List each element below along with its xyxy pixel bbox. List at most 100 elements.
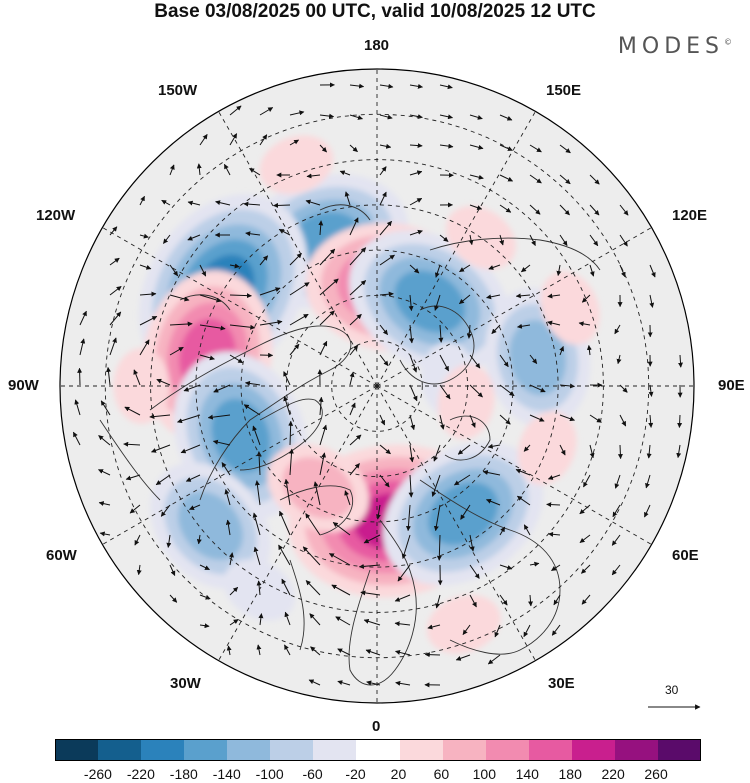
- wind-vector: [160, 504, 171, 517]
- wind-vector: [523, 444, 531, 452]
- wind-vector: [349, 371, 355, 386]
- wind-vector: [439, 143, 454, 149]
- wind-vector: [366, 680, 381, 686]
- wind-vector: [589, 204, 600, 216]
- wind-vector: [379, 444, 391, 455]
- wind-vector: [559, 174, 571, 185]
- wind-vector: [166, 534, 172, 548]
- wind-vector: [611, 564, 621, 576]
- wind-vector: [619, 204, 629, 216]
- wind-vector: [229, 586, 239, 596]
- wind-vector: [136, 564, 142, 576]
- wind-vector: [349, 402, 356, 416]
- wind-vector: [499, 526, 506, 536]
- wind-vector: [207, 414, 231, 420]
- wind-vector: [259, 134, 268, 146]
- wind-vector: [409, 354, 418, 373]
- wind-vector: [243, 404, 261, 416]
- wind-vector: [581, 294, 591, 303]
- lon-label-120e: 120E: [672, 207, 708, 224]
- wind-vector: [313, 481, 321, 506]
- lon-label-60w: 60W: [46, 547, 77, 564]
- wind-vector: [494, 624, 501, 638]
- wind-vector: [256, 451, 262, 476]
- wind-vector: [245, 231, 261, 237]
- wind-vector: [433, 444, 441, 462]
- wind-vector: [379, 220, 392, 236]
- wind-vector: [308, 679, 321, 686]
- wind-vector: [319, 248, 336, 266]
- wind-vector: [245, 380, 261, 386]
- wind-vector: [169, 564, 176, 576]
- wind-vector: [124, 406, 141, 416]
- colorbar-swatch: [571, 739, 615, 761]
- wind-vector: [344, 490, 351, 506]
- wind-vector: [199, 564, 210, 571]
- wind-vector: [427, 624, 441, 630]
- wind-vector: [556, 264, 562, 276]
- wind-vector: [379, 191, 387, 206]
- wind-vector: [619, 384, 628, 393]
- latitude-circle: [195, 204, 559, 568]
- wind-vector: [283, 395, 291, 416]
- wind-vector: [139, 339, 150, 356]
- wind-vector: [215, 200, 231, 206]
- wind-vector: [409, 83, 423, 89]
- wind-vector: [379, 324, 388, 335]
- wind-vector: [259, 287, 281, 296]
- wind-vector: [331, 584, 351, 596]
- wind-vector: [139, 291, 157, 297]
- wind-vector: [229, 324, 256, 330]
- wind-vector: [98, 501, 111, 507]
- anomaly-contour: [259, 135, 334, 195]
- wind-vector: [645, 474, 651, 489]
- wind-vector: [284, 611, 291, 626]
- colorbar-tick-label: -180: [169, 766, 198, 782]
- wind-vector: [614, 324, 621, 335]
- wind-vector: [409, 197, 423, 206]
- anomaly-contour: [426, 594, 501, 654]
- wind-vector: [394, 594, 411, 602]
- wind-vector: [226, 645, 232, 656]
- wind-vector: [252, 425, 261, 446]
- wind-vector: [189, 504, 201, 510]
- wind-vector: [243, 201, 261, 207]
- colorbar-swatch: [313, 739, 357, 761]
- wind-vector: [589, 234, 599, 247]
- wind-vector: [139, 233, 149, 239]
- wind-vector: [169, 321, 193, 327]
- wind-vector: [163, 234, 171, 244]
- wind-vector: [379, 143, 392, 149]
- anomaly-contour: [540, 271, 600, 345]
- wind-vector: [249, 167, 261, 176]
- latitude-circle: [240, 249, 514, 523]
- wind-vector: [499, 174, 514, 182]
- wind-vector: [466, 324, 472, 339]
- meridian-line: [94, 222, 378, 387]
- wind-vector: [224, 489, 231, 506]
- wind-vector: [579, 504, 591, 515]
- wind-vector: [488, 264, 501, 270]
- wind-vector: [499, 564, 513, 570]
- wind-vector: [185, 474, 201, 482]
- wind-vector: [278, 228, 291, 236]
- wind-vector: [499, 414, 511, 425]
- colorbar-swatch: [141, 739, 185, 761]
- wind-vector: [302, 546, 321, 566]
- wind-vector: [523, 524, 531, 536]
- wind-vector: [408, 294, 414, 312]
- wind-vector: [586, 345, 592, 356]
- wind-vector: [109, 311, 122, 326]
- coastlines: [99, 204, 601, 686]
- wind-vector: [397, 564, 411, 582]
- wind-vector: [177, 414, 201, 424]
- wind-vector: [459, 294, 471, 305]
- wind-vector: [79, 310, 87, 326]
- wind-vector: [289, 282, 310, 296]
- wind-vector: [289, 110, 305, 116]
- colorbar-tick-label: -100: [255, 766, 284, 782]
- wind-vector: [100, 400, 111, 416]
- wind-vector: [395, 680, 411, 686]
- wind-vector: [434, 264, 441, 278]
- wind-vector: [649, 264, 656, 278]
